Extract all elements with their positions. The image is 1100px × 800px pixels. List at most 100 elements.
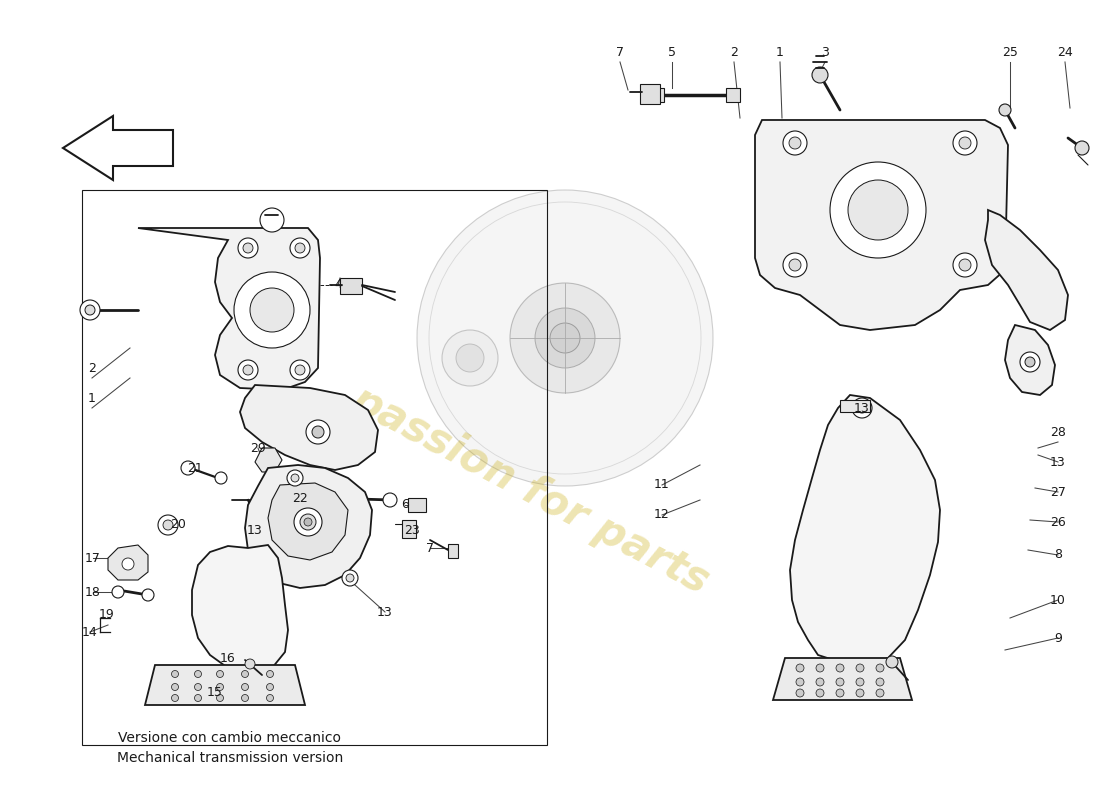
Text: 18: 18 — [85, 586, 101, 598]
Text: 20: 20 — [170, 518, 186, 531]
Text: 9: 9 — [1054, 631, 1062, 645]
Polygon shape — [773, 658, 912, 700]
Circle shape — [294, 508, 322, 536]
Circle shape — [876, 678, 884, 686]
Circle shape — [242, 683, 249, 690]
Circle shape — [812, 67, 828, 83]
Circle shape — [836, 678, 844, 686]
Text: 10: 10 — [1050, 594, 1066, 606]
Circle shape — [243, 243, 253, 253]
Bar — [408, 498, 426, 512]
Text: 29: 29 — [250, 442, 266, 454]
Circle shape — [383, 493, 397, 507]
Bar — [402, 520, 416, 538]
Circle shape — [796, 664, 804, 672]
Text: 24: 24 — [1057, 46, 1072, 58]
Text: Versione con cambio meccanico: Versione con cambio meccanico — [119, 731, 341, 745]
Text: passion for parts: passion for parts — [344, 378, 716, 602]
Text: 2: 2 — [730, 46, 738, 58]
Circle shape — [266, 694, 274, 702]
Text: 6: 6 — [402, 498, 409, 511]
Circle shape — [848, 180, 908, 240]
Circle shape — [290, 238, 310, 258]
Text: 13: 13 — [377, 606, 393, 618]
Circle shape — [238, 238, 258, 258]
Circle shape — [260, 208, 284, 232]
Circle shape — [217, 670, 223, 678]
Text: 26: 26 — [1050, 515, 1066, 529]
Text: 13: 13 — [854, 402, 870, 414]
Circle shape — [290, 360, 310, 380]
Text: 5: 5 — [668, 46, 676, 58]
Circle shape — [830, 162, 926, 258]
Polygon shape — [192, 545, 288, 672]
Circle shape — [783, 253, 807, 277]
Circle shape — [856, 664, 864, 672]
Text: 2: 2 — [88, 362, 96, 374]
Circle shape — [323, 493, 337, 507]
Polygon shape — [755, 120, 1008, 330]
Circle shape — [796, 689, 804, 697]
Circle shape — [876, 689, 884, 697]
Circle shape — [535, 308, 595, 368]
Circle shape — [417, 190, 713, 486]
Circle shape — [510, 283, 620, 393]
Polygon shape — [240, 385, 378, 470]
Circle shape — [836, 689, 844, 697]
Text: 21: 21 — [187, 462, 202, 474]
Circle shape — [1075, 141, 1089, 155]
Circle shape — [783, 131, 807, 155]
Circle shape — [876, 664, 884, 672]
Circle shape — [292, 474, 299, 482]
Circle shape — [300, 514, 316, 530]
Bar — [340, 278, 362, 294]
Circle shape — [245, 659, 255, 669]
Text: 7: 7 — [616, 46, 624, 58]
Polygon shape — [255, 448, 282, 472]
Circle shape — [158, 515, 178, 535]
Circle shape — [250, 288, 294, 332]
Polygon shape — [63, 116, 173, 180]
Circle shape — [959, 137, 971, 149]
Circle shape — [172, 683, 178, 690]
Circle shape — [122, 558, 134, 570]
Circle shape — [172, 694, 178, 702]
Circle shape — [442, 330, 498, 386]
Circle shape — [1020, 352, 1040, 372]
Text: 13: 13 — [1050, 455, 1066, 469]
Circle shape — [295, 243, 305, 253]
Circle shape — [295, 365, 305, 375]
Circle shape — [836, 664, 844, 672]
Circle shape — [1025, 357, 1035, 367]
Text: 3: 3 — [821, 46, 829, 58]
Circle shape — [999, 104, 1011, 116]
Circle shape — [857, 403, 867, 413]
Circle shape — [953, 131, 977, 155]
Circle shape — [172, 670, 178, 678]
Text: 12: 12 — [654, 509, 670, 522]
Circle shape — [112, 586, 124, 598]
Bar — [640, 84, 660, 104]
Circle shape — [266, 670, 274, 678]
Circle shape — [886, 656, 898, 668]
Circle shape — [312, 426, 324, 438]
Polygon shape — [1005, 325, 1055, 395]
Text: Mechanical transmission version: Mechanical transmission version — [117, 751, 343, 765]
Circle shape — [789, 259, 801, 271]
Circle shape — [959, 259, 971, 271]
Circle shape — [816, 689, 824, 697]
Circle shape — [346, 574, 354, 582]
Polygon shape — [145, 665, 305, 705]
Circle shape — [195, 694, 201, 702]
Circle shape — [856, 678, 864, 686]
Circle shape — [304, 518, 312, 526]
Bar — [726, 88, 740, 102]
Bar — [82, 190, 547, 745]
Polygon shape — [108, 545, 148, 580]
Circle shape — [195, 670, 201, 678]
Circle shape — [266, 683, 274, 690]
Circle shape — [182, 461, 195, 475]
Text: 11: 11 — [654, 478, 670, 491]
Circle shape — [238, 360, 258, 380]
Circle shape — [243, 365, 253, 375]
